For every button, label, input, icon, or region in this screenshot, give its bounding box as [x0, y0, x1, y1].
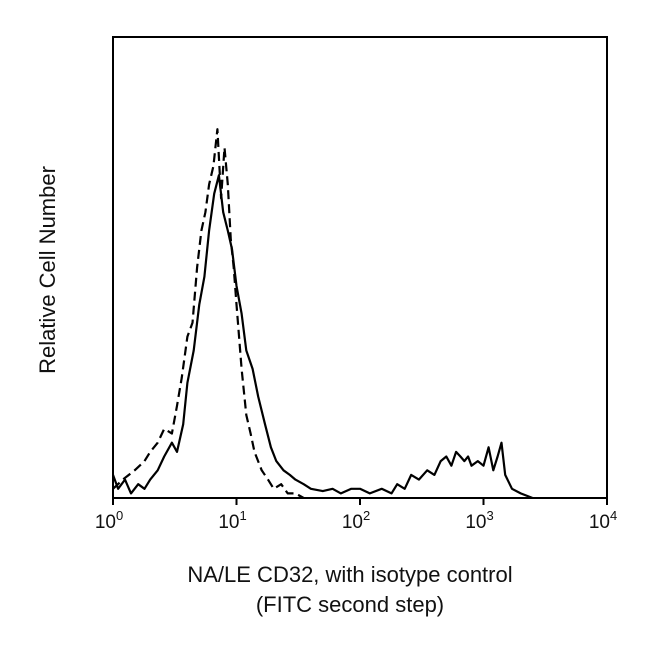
x-tick-label-4: 104 [589, 508, 617, 533]
y-axis-label: Relative Cell Number [35, 166, 60, 374]
x-axis-label-line2: (FITC second step) [256, 592, 444, 617]
x-tick-label-2: 102 [342, 508, 370, 533]
x-axis-label: NA/LE CD32, with isotype control [187, 562, 512, 587]
x-axis-ticks [112, 498, 608, 505]
plot-frame [112, 36, 608, 499]
x-axis-tick-labels: 100 101 102 103 104 [95, 508, 617, 533]
x-tick-label-0: 100 [95, 508, 123, 533]
x-tick-label-3: 103 [465, 508, 493, 533]
series-layer [111, 128, 533, 500]
x-tick-label-1: 101 [218, 508, 246, 533]
series-line-solid [111, 174, 533, 500]
series-line-dashed [112, 128, 305, 499]
